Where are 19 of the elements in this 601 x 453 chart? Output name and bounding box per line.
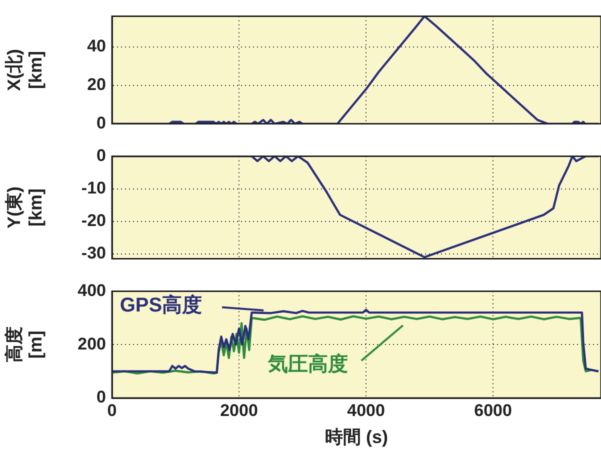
y-tick-label: 400 <box>78 280 106 300</box>
x-tick-label: 6000 <box>474 400 512 420</box>
y-tick-label: 0 <box>96 113 106 132</box>
y-tick-label: -30 <box>81 244 106 263</box>
x-tick-label: 4000 <box>347 400 385 420</box>
series-label: 気圧高度 <box>266 352 348 376</box>
y-tick-label: -20 <box>81 211 106 230</box>
y-tick-label: -10 <box>81 178 106 198</box>
y-tick-label: 0 <box>96 388 106 407</box>
y-tick-label: 20 <box>87 75 106 94</box>
y-tick-label: 0 <box>96 146 106 165</box>
y-axis-title: 高度 [m] <box>4 326 46 363</box>
y-tick-label: 40 <box>87 36 106 56</box>
x-axis-title: 時間 (s) <box>325 427 388 448</box>
x-tick-label: 2000 <box>220 400 258 420</box>
y-axis-title: Y(東) [km] <box>4 186 46 228</box>
legend-label: GPS高度 <box>120 294 202 317</box>
y-tick-label: 200 <box>78 334 106 354</box>
y-axis-title: X(北) [km] <box>4 49 46 91</box>
